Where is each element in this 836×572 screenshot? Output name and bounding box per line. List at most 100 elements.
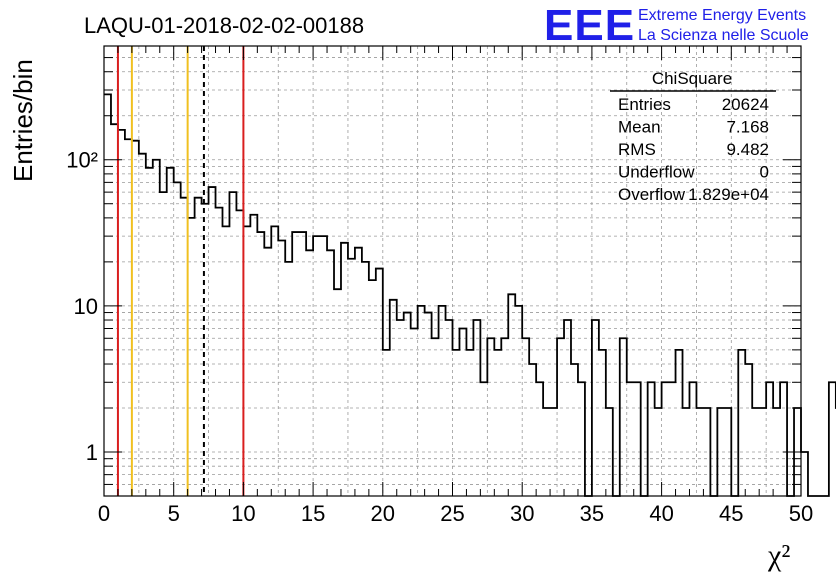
histogram-bin — [271, 226, 278, 496]
histogram-bin — [703, 408, 710, 496]
y-tick-labels: 1 10 10² — [66, 148, 98, 465]
histogram-bin — [334, 289, 341, 496]
histogram-bin — [515, 306, 522, 496]
histogram-bin — [222, 226, 229, 496]
eee-logo: EEE Extreme Energy Events La Scienza nel… — [544, 1, 809, 50]
stats-value: 1.829e+04 — [688, 185, 769, 204]
x-tick-label: 20 — [371, 501, 395, 526]
stats-rows: Entries 20624 Mean 7.168 RMS 9.482 Underflow 0 O… — [618, 95, 769, 204]
histogram-bin — [536, 382, 543, 496]
histogram-bin — [432, 338, 439, 496]
histogram-bin — [250, 215, 257, 496]
histogram-bin — [369, 280, 376, 496]
histogram-bin — [606, 408, 613, 496]
x-tick-label: 45 — [719, 501, 743, 526]
histogram-bin — [292, 232, 299, 496]
axis-ticks — [103, 46, 802, 496]
x-tick-label: 40 — [649, 501, 673, 526]
histogram-bin — [188, 218, 195, 496]
histogram — [104, 93, 836, 497]
histogram-bin — [411, 329, 418, 496]
stats-value: 20624 — [722, 95, 769, 114]
histogram-bin — [676, 350, 683, 496]
histogram-bin — [529, 364, 536, 496]
histogram-bin — [118, 130, 125, 496]
histogram-bin — [829, 382, 836, 496]
x-tick-label: 25 — [440, 501, 464, 526]
histogram-bin — [160, 192, 167, 496]
histogram-bin — [216, 208, 223, 496]
logo-line-1: Extreme Energy Events — [638, 7, 806, 24]
x-tick-label: 35 — [580, 501, 604, 526]
histogram-bin — [543, 408, 550, 496]
histogram-bin — [313, 236, 320, 496]
histogram-bin — [202, 204, 209, 496]
histogram-bin — [125, 139, 132, 496]
stats-label: Underflow — [618, 163, 695, 182]
histogram-bin — [104, 94, 111, 496]
histogram-bin — [564, 320, 571, 496]
histogram-bin — [153, 160, 160, 496]
histogram-bin — [264, 248, 271, 496]
y-tick-label: 10² — [66, 148, 98, 173]
histogram-bin — [773, 408, 780, 496]
histogram-bin — [696, 408, 703, 496]
histogram-bin — [132, 141, 139, 496]
histogram-bin — [669, 382, 676, 496]
reference-lines — [116, 46, 245, 496]
logo-mark: EEE — [544, 1, 635, 50]
histogram-bin — [759, 408, 766, 496]
histogram-bin — [243, 226, 250, 496]
stats-label: Mean — [618, 118, 661, 137]
histogram-bin — [111, 124, 118, 496]
histogram-bin — [634, 382, 641, 496]
histogram-bin — [355, 248, 362, 496]
histogram-bin — [724, 408, 731, 496]
histogram-bin — [487, 338, 494, 496]
histogram-bin — [439, 306, 446, 496]
histogram-bin — [209, 187, 216, 496]
histogram-bin — [390, 300, 397, 496]
histogram-bin — [557, 338, 564, 496]
y-axis-label: Entries/bin — [8, 59, 38, 182]
histogram-bin — [689, 382, 696, 496]
histogram-bin — [446, 320, 453, 496]
histogram-bin — [501, 338, 508, 496]
histogram-bin — [320, 236, 327, 496]
histogram-bin — [745, 364, 752, 496]
histogram-bin — [599, 350, 606, 496]
histogram-bin — [146, 168, 153, 496]
chart-title: LAQU-01-2018-02-02-00188 — [84, 13, 364, 38]
histogram-bin — [801, 452, 808, 496]
logo-line-2: La Scienza nelle Scuole — [638, 27, 809, 44]
histogram-bin — [327, 250, 334, 496]
histogram-bin — [480, 382, 487, 496]
histogram-bin — [348, 259, 355, 496]
x-tick-label: 5 — [168, 501, 180, 526]
histogram-bin — [466, 350, 473, 496]
stats-value: 0 — [760, 163, 769, 182]
stats-name: ChiSquare — [652, 69, 732, 88]
histogram-bin — [752, 408, 759, 496]
histogram-bin — [167, 168, 174, 496]
histogram-bin — [425, 313, 432, 496]
histogram-bin — [139, 154, 146, 496]
histogram-bin — [404, 313, 411, 496]
histogram-bin — [550, 408, 557, 496]
histogram-bin — [494, 350, 501, 496]
y-tick-label: 1 — [86, 440, 98, 465]
histogram-bin — [257, 232, 264, 496]
histogram-bin — [236, 210, 243, 496]
histogram-bin — [738, 350, 745, 496]
y-tick-label: 10 — [74, 294, 98, 319]
histogram-bin — [195, 198, 202, 496]
histogram-bin — [627, 382, 634, 496]
histogram-bin — [620, 338, 627, 496]
stats-label: Entries — [618, 95, 671, 114]
histogram-bin — [418, 306, 425, 496]
histogram-bin — [592, 320, 599, 496]
x-tick-label: 15 — [301, 501, 325, 526]
histogram-bin — [383, 350, 390, 496]
histogram-bin — [766, 382, 773, 496]
